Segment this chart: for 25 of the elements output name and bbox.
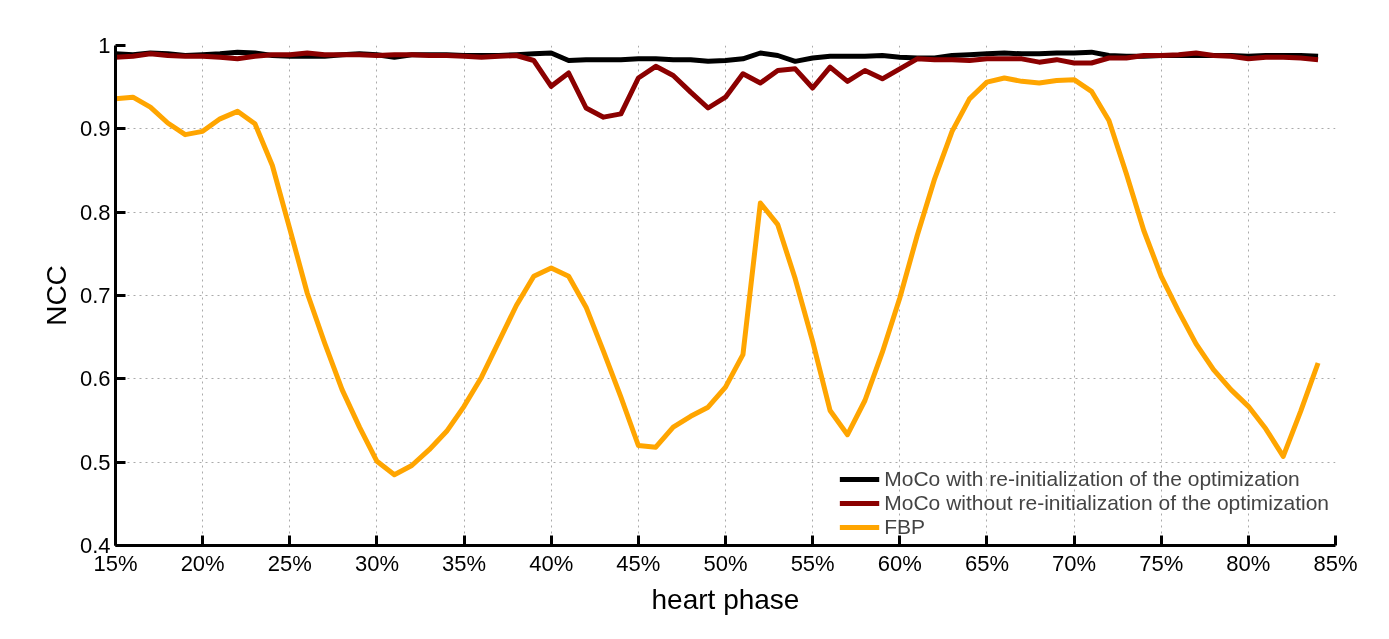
x-tick-label: 30% [354, 550, 399, 576]
y-tick-label: 0.7 [79, 283, 111, 308]
x-tick-label: 20% [180, 550, 225, 576]
x-axis-title: heart phase [651, 583, 800, 615]
x-tick-label: 25% [267, 550, 312, 576]
y-axis-title: NCC [40, 265, 72, 326]
x-tick-label: 65% [964, 550, 1009, 576]
x-tick-label: 45% [616, 550, 661, 576]
x-tick-label: 55% [790, 550, 835, 576]
x-tick-label: 60% [877, 550, 922, 576]
legend-label: MoCo without re-initialization of the optimization [884, 491, 1329, 515]
legend-label: FBP [884, 515, 926, 539]
y-tick-label: 0.5 [79, 449, 111, 475]
x-tick-label: 35% [442, 550, 487, 576]
y-tick-label: 0.6 [79, 366, 111, 392]
x-tick-label: 70% [1052, 550, 1097, 576]
x-tick-label: 50% [703, 550, 748, 576]
x-tick-label: 75% [1139, 550, 1184, 576]
x-tick-label: 80% [1226, 550, 1271, 576]
y-tick-label: 0.8 [79, 199, 111, 225]
y-tick-label: 1 [98, 33, 111, 58]
x-tick-label: 40% [529, 550, 574, 576]
y-tick-label: 0.9 [79, 116, 111, 142]
legend-label: MoCo with re-initialization of the optimization [884, 467, 1300, 491]
x-tick-label: 85% [1313, 550, 1358, 576]
